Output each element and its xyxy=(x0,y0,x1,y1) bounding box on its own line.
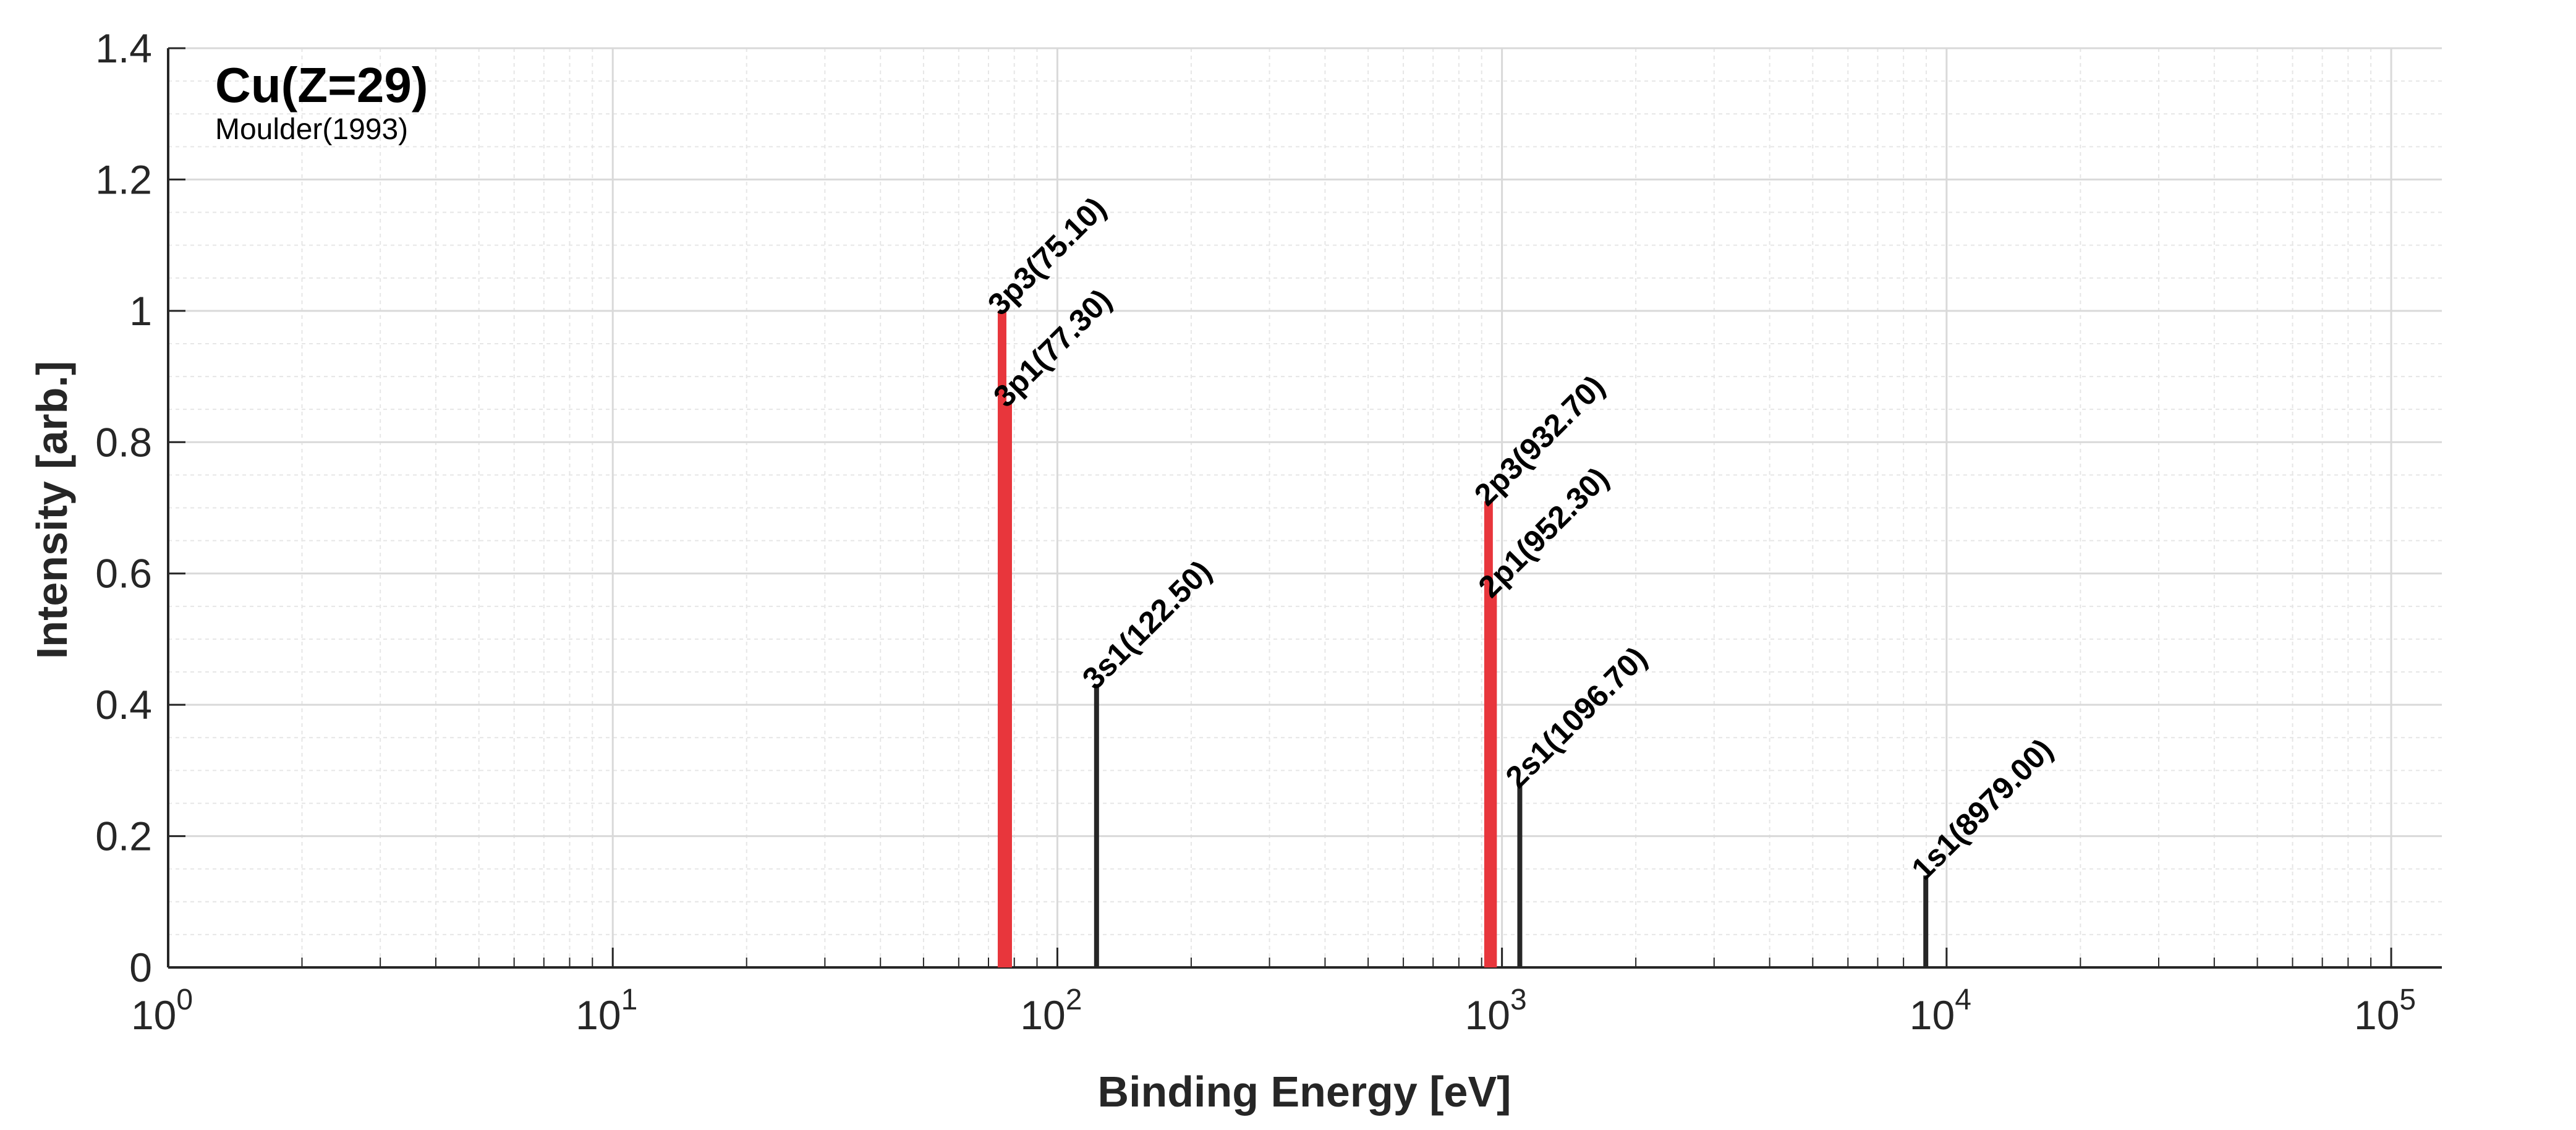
y-axis-title: Intensity [arb.] xyxy=(28,361,76,659)
peak-bars xyxy=(997,310,1929,967)
y-tick-label: 0.6 xyxy=(95,551,152,597)
peak-label-2: 3s1(122.50) xyxy=(1076,554,1218,696)
x-tick-label: 100 xyxy=(131,983,193,1038)
y-tick-label: 1.4 xyxy=(95,25,152,71)
y-tick-label: 0.2 xyxy=(95,814,152,859)
grid xyxy=(168,47,2442,967)
y-tick-label: 1 xyxy=(129,288,152,334)
peak-label-6: 1s1(8979.00) xyxy=(1905,732,2059,886)
y-tick-label: 0.4 xyxy=(95,682,152,728)
x-tick-label: 105 xyxy=(2354,983,2416,1038)
x-tick-label: 102 xyxy=(1020,983,1082,1038)
chart-subtitle: Moulder(1993) xyxy=(215,113,408,146)
x-tick-label: 103 xyxy=(1465,983,1527,1038)
y-tick-label: 0 xyxy=(129,945,152,990)
x-tick-label: 101 xyxy=(576,983,637,1038)
chart-title: Cu(Z=29) xyxy=(215,57,428,113)
peak-label-5: 2s1(1096.70) xyxy=(1499,640,1654,794)
y-tick-label: 1.2 xyxy=(95,156,152,202)
x-axis-title: Binding Energy [eV] xyxy=(1098,1068,1511,1116)
axes: 0 0.2 0.4 0.6 0.8 1 1.2 1.4 100 101 102 103 104 105 xyxy=(95,25,2442,1038)
peak-labels: 3p3(75.10)3p1(77.30)3s1(122.50)2p3(932.7… xyxy=(981,190,2059,886)
x-tick-label: 104 xyxy=(1910,983,1971,1038)
y-tick-label: 0.8 xyxy=(95,419,152,465)
